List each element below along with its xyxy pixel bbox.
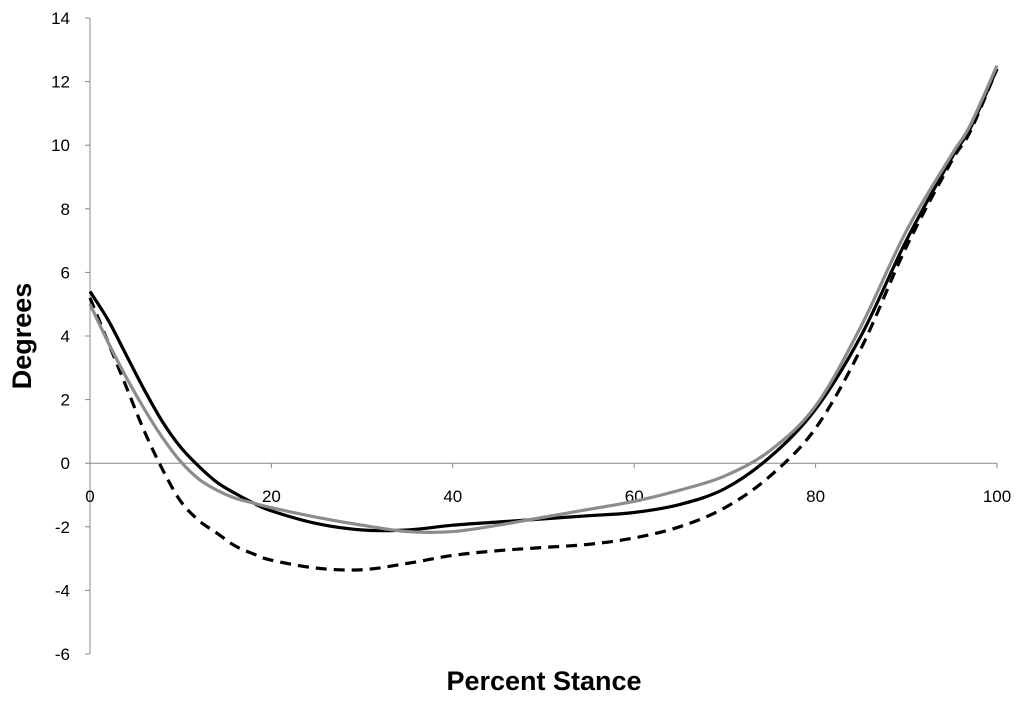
y-tick-label: 0 xyxy=(61,454,70,473)
x-tick-label: 40 xyxy=(443,487,462,506)
y-tick-label: -6 xyxy=(55,645,70,664)
y-axis-title: Degrees xyxy=(7,283,37,390)
y-tick-label: 12 xyxy=(51,73,70,92)
y-tick-label: 2 xyxy=(61,391,70,410)
x-axis-title: Percent Stance xyxy=(446,666,641,696)
series-line-3 xyxy=(88,65,999,534)
y-tick-label: 6 xyxy=(61,263,70,282)
y-tick-label: 4 xyxy=(61,327,70,346)
y-tick-label: -4 xyxy=(55,581,70,600)
y-tick-label: 10 xyxy=(51,136,70,155)
axes xyxy=(85,17,998,655)
x-tick-label: 0 xyxy=(85,487,94,506)
x-tick-label: 20 xyxy=(262,487,281,506)
y-tick-label: 8 xyxy=(61,200,70,219)
y-tick-label: 14 xyxy=(51,9,70,28)
series-lines xyxy=(88,65,999,572)
y-tick-label: -2 xyxy=(55,518,70,537)
x-tick-label: 100 xyxy=(983,487,1011,506)
series-line-1 xyxy=(88,68,999,533)
x-tick-label: 80 xyxy=(806,487,825,506)
